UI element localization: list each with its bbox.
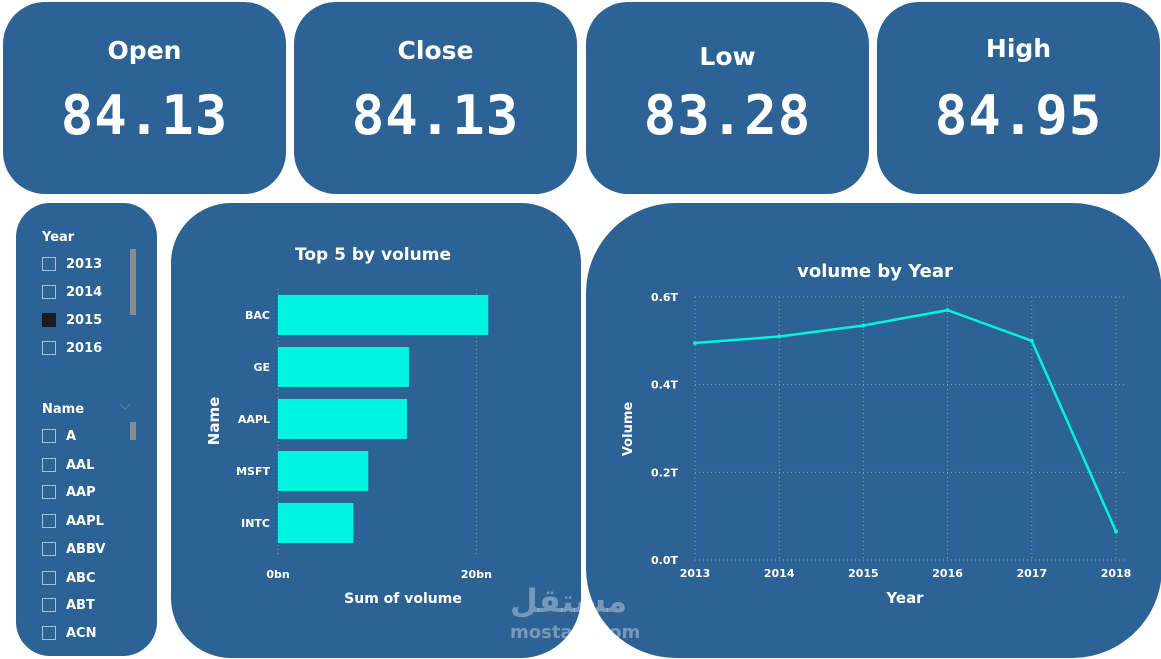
kpi-title: Close xyxy=(397,36,474,65)
data-point-2013[interactable] xyxy=(693,341,697,346)
x-axis-title: Sum of volume xyxy=(344,591,462,607)
y-tick-label: 0.4T xyxy=(651,379,678,392)
x-tick-label: 2018 xyxy=(1101,567,1132,580)
y-tick-label: 0.2T xyxy=(651,466,678,479)
x-tick-label: 0bn xyxy=(266,568,289,581)
y-tick-label: 0.6T xyxy=(651,291,678,304)
checkbox[interactable] xyxy=(42,341,56,355)
option-label: 2013 xyxy=(66,256,103,272)
option-label: ACN xyxy=(66,625,97,641)
checkbox[interactable] xyxy=(42,598,56,612)
x-tick-label: 2016 xyxy=(932,567,963,580)
checkbox[interactable] xyxy=(42,429,56,443)
x-tick-label: 20bn xyxy=(461,568,492,581)
checkbox[interactable] xyxy=(42,458,56,472)
name-scrollbar[interactable] xyxy=(130,422,136,440)
name-option-abc[interactable]: ABC xyxy=(42,568,96,588)
year-option-2016[interactable]: 2016 xyxy=(42,338,102,358)
x-tick-label: 2015 xyxy=(848,567,879,580)
kpi-value: 83.28 xyxy=(643,84,812,147)
kpi-title: Open xyxy=(107,36,182,65)
checkbox[interactable] xyxy=(42,542,56,556)
kpi-card-low: Low 83.28 xyxy=(586,2,869,194)
kpi-card-high: High 84.95 xyxy=(877,2,1160,194)
option-label: A xyxy=(66,428,77,444)
bar-aapl[interactable] xyxy=(278,399,407,439)
x-tick-label: 2017 xyxy=(1016,567,1047,580)
year-scrollbar[interactable] xyxy=(130,249,136,315)
data-point-2018[interactable] xyxy=(1114,529,1118,534)
checkbox[interactable] xyxy=(42,257,56,271)
checkbox[interactable] xyxy=(42,514,56,528)
option-label: AAP xyxy=(66,484,96,500)
data-point-2015[interactable] xyxy=(861,323,866,328)
y-tick-label: INTC xyxy=(241,517,270,530)
volume-by-year-chart: volume by Year Volume Year 0.0T 0.2T 0.4T 0… xyxy=(621,261,1132,607)
x-axis-title: Year xyxy=(885,589,924,607)
checkbox[interactable] xyxy=(42,626,56,640)
x-tick-label: 2014 xyxy=(764,567,795,580)
option-label: 2015 xyxy=(66,312,103,328)
name-option-aal[interactable]: AAL xyxy=(42,455,94,475)
kpi-value: 84.95 xyxy=(934,84,1103,147)
chart-title: volume by Year xyxy=(797,261,953,282)
option-label: ABBV xyxy=(66,541,106,557)
x-tick-label: 2013 xyxy=(680,567,711,580)
kpi-card-close: Close 84.13 xyxy=(294,2,577,194)
y-axis-title: Volume xyxy=(621,402,636,457)
slicer-panel: Year 2013 2014 2015 2016 Name A AAL AAP … xyxy=(16,203,157,656)
name-option-abbv[interactable]: ABBV xyxy=(42,539,105,559)
volume-series-line[interactable] xyxy=(694,308,1118,533)
year-option-2015[interactable]: 2015 xyxy=(42,310,102,330)
volume-by-year-card: volume by Year Volume Year 0.0T 0.2T 0.4T 0… xyxy=(586,203,1161,658)
name-option-abt[interactable]: ABT xyxy=(42,595,95,615)
checkbox[interactable] xyxy=(42,285,56,299)
kpi-card-open: Open 84.13 xyxy=(3,2,286,194)
y-tick-label: 0.0T xyxy=(651,554,678,567)
option-label: ABT xyxy=(66,597,95,613)
kpi-title: Low xyxy=(699,42,756,71)
y-tick-label: MSFT xyxy=(236,465,270,478)
watermark-url: mostaql.com xyxy=(510,622,641,643)
name-option-acn[interactable]: ACN xyxy=(42,623,96,643)
year-slicer-title: Year xyxy=(42,230,75,245)
option-label: ABC xyxy=(66,570,96,586)
option-label: 2014 xyxy=(66,284,103,300)
kpi-title: High xyxy=(985,34,1052,63)
y-tick-label: BAC xyxy=(245,309,270,322)
data-point-2016[interactable] xyxy=(945,308,950,313)
y-axis-title: Name xyxy=(205,397,223,445)
name-option-aap[interactable]: AAP xyxy=(42,482,96,502)
bar-ge[interactable] xyxy=(278,347,409,387)
name-slicer-title: Name xyxy=(42,402,85,417)
bar-intc[interactable] xyxy=(278,503,354,543)
name-option-a[interactable]: A xyxy=(42,426,76,446)
top5-bar-chart: Top 5 by volume Name Sum of volume 0bn 20… xyxy=(205,245,492,607)
chart-title: Top 5 by volume xyxy=(295,245,451,265)
year-option-2014[interactable]: 2014 xyxy=(42,282,102,302)
data-point-2017[interactable] xyxy=(1029,338,1034,343)
top5-bar-chart-card: Top 5 by volume Name Sum of volume 0bn 20… xyxy=(171,203,581,658)
watermark-arabic: مستقل xyxy=(510,582,628,620)
data-point-2014[interactable] xyxy=(777,334,782,339)
name-option-aapl[interactable]: AAPL xyxy=(42,511,104,531)
checkbox-checked[interactable] xyxy=(42,313,56,327)
option-label: 2016 xyxy=(66,340,103,356)
kpi-value: 84.13 xyxy=(60,84,229,147)
kpi-value: 84.13 xyxy=(351,84,520,147)
y-tick-label: AAPL xyxy=(238,413,270,426)
option-label: AAPL xyxy=(66,513,104,529)
checkbox[interactable] xyxy=(42,571,56,585)
year-option-2013[interactable]: 2013 xyxy=(42,254,102,274)
y-tick-label: GE xyxy=(253,361,270,374)
checkbox[interactable] xyxy=(42,485,56,499)
option-label: AAL xyxy=(66,457,95,473)
chevron-down-icon[interactable] xyxy=(119,403,131,411)
bar-bac[interactable] xyxy=(278,295,489,335)
bar-msft[interactable] xyxy=(278,451,369,491)
